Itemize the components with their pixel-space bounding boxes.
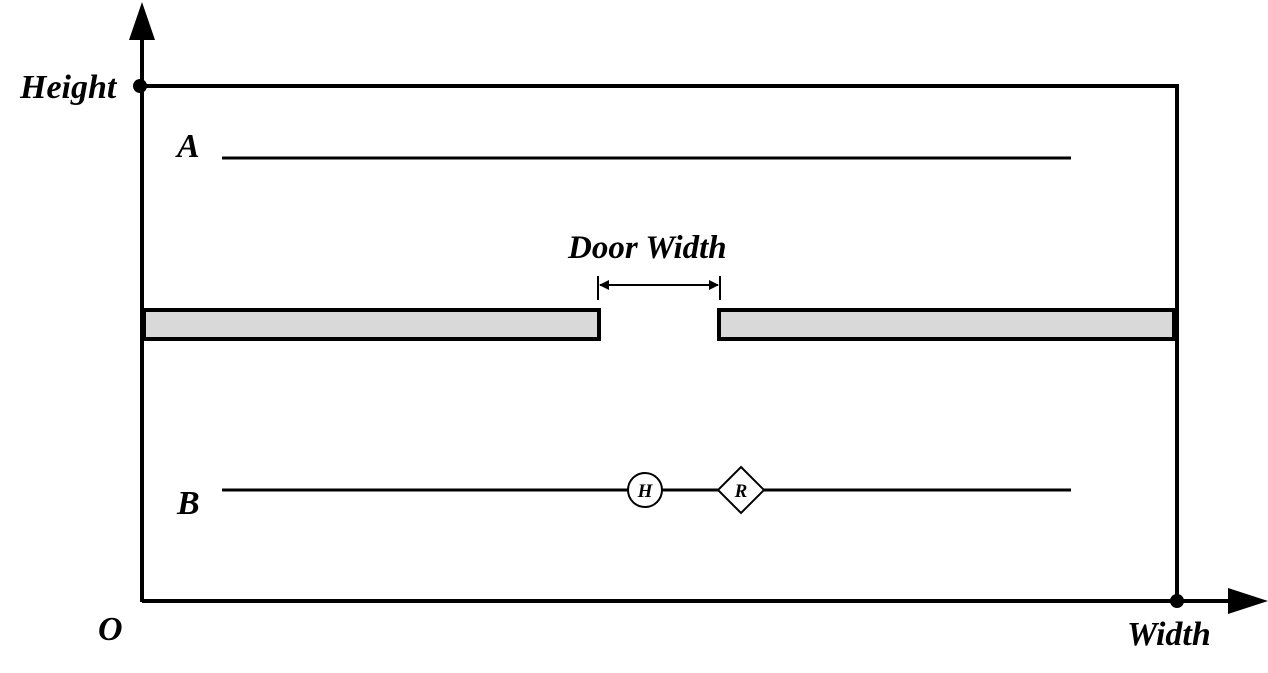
door-width-label: Door Width [567, 230, 727, 266]
wall-right [717, 308, 1176, 341]
width-label: Width [1127, 616, 1211, 653]
y-axis-arrowhead [129, 2, 155, 40]
room-boundary [140, 84, 1179, 603]
width-point [1170, 594, 1184, 608]
height-point [133, 79, 147, 93]
line-b-label: B [176, 485, 200, 522]
human-marker-label: H [637, 481, 654, 502]
door-width-dimension [597, 276, 721, 300]
height-label: Height [19, 69, 118, 106]
robot-marker: R [716, 465, 766, 515]
origin-label: O [98, 611, 123, 648]
line-a-label: A [175, 128, 200, 165]
wall-left [142, 308, 601, 341]
robot-marker-label: R [734, 481, 748, 502]
x-axis-arrowhead [1228, 588, 1268, 614]
human-marker: H [627, 472, 663, 508]
x-axis [142, 588, 1268, 614]
